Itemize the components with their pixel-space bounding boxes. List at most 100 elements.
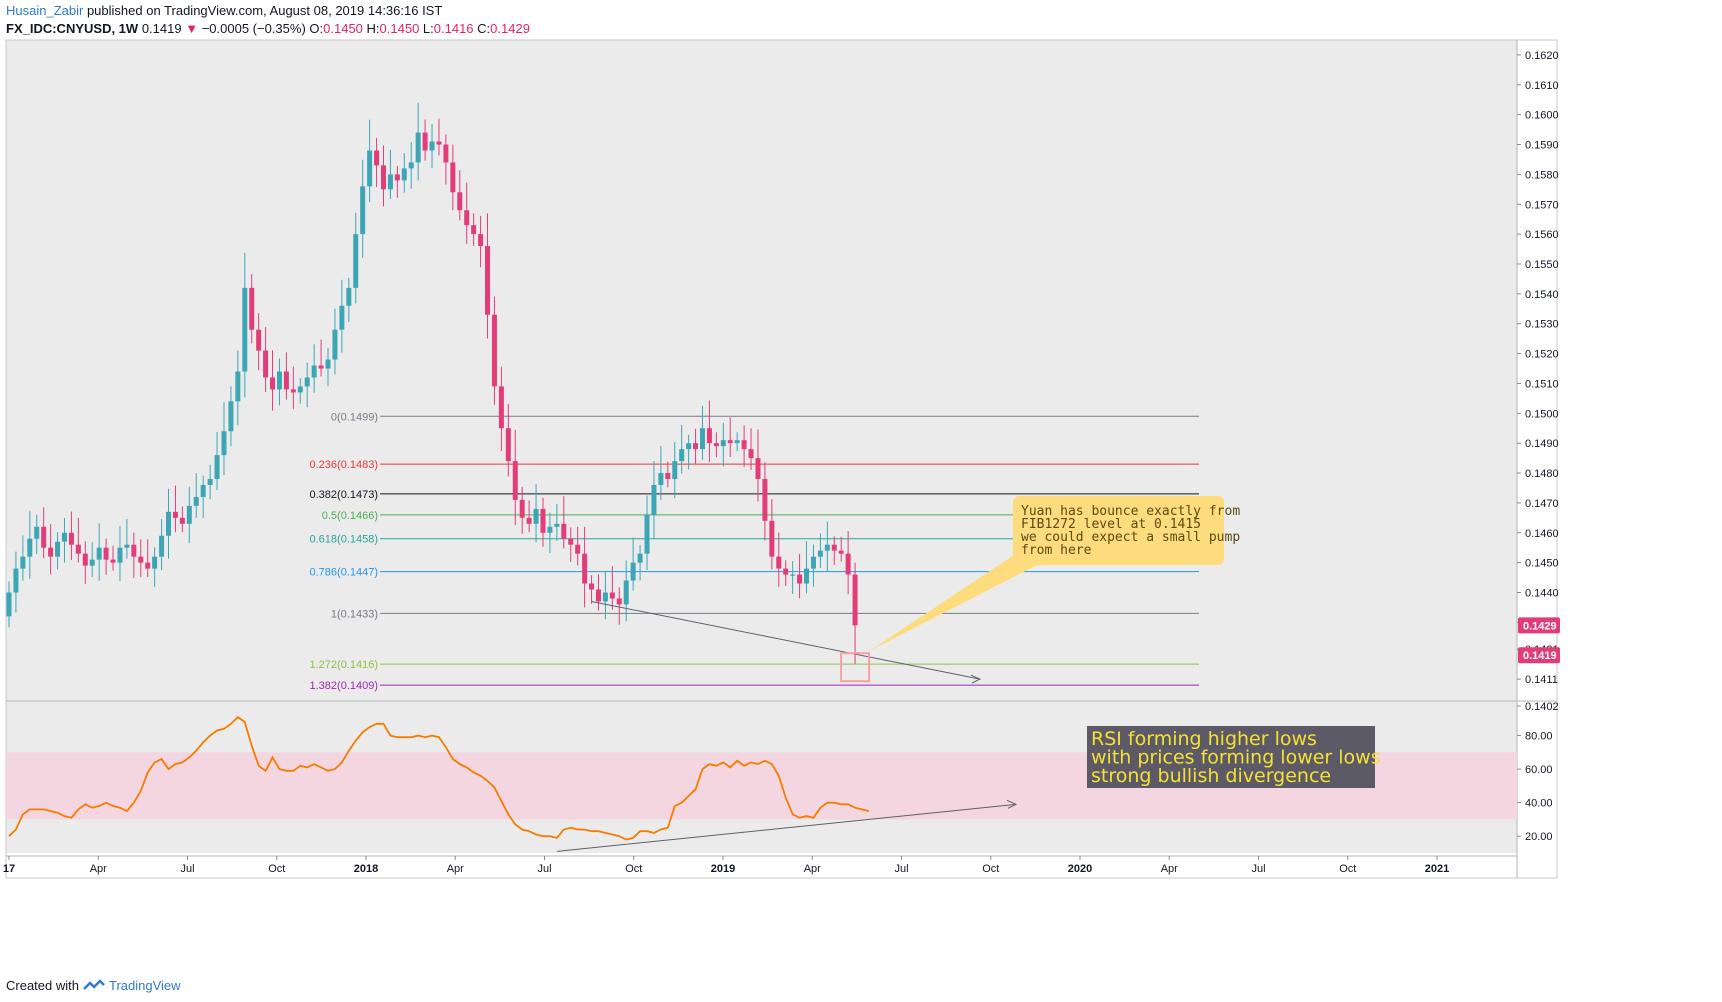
rsi-tick-label: 20.00 (1525, 831, 1553, 843)
candle-body (263, 350, 269, 378)
candle-body (82, 553, 88, 566)
publish-header: Husain_Zabir published on TradingView.co… (6, 3, 442, 18)
candle-body (172, 511, 178, 518)
candle-body (720, 440, 726, 447)
price-label-text: 0.1419 (1523, 650, 1557, 662)
candle-body (256, 329, 262, 351)
candle-body (658, 473, 664, 485)
price-tick-label: 0.1590 (1525, 140, 1559, 152)
candle-body (838, 550, 844, 554)
candle-body (61, 532, 67, 542)
candle-body (693, 443, 699, 450)
callout-pointer (869, 553, 1041, 652)
fib-level-label: 0.786(0.1447) (310, 567, 379, 579)
candle-body (422, 132, 428, 151)
candle-body (75, 544, 81, 554)
candle-body (450, 162, 456, 193)
time-tick-label: Apr (804, 863, 821, 875)
time-tick-label: 2019 (711, 863, 735, 875)
candle-body (304, 377, 310, 387)
candle-body (471, 225, 477, 235)
rsi-arrowhead-icon (1006, 799, 1018, 809)
time-tick-label: Jul (537, 863, 551, 875)
close-label: C: (477, 21, 491, 36)
candle-body (270, 377, 276, 390)
time-tick-label: 17 (3, 863, 15, 875)
trend-arrowhead-icon (970, 674, 982, 684)
candle-body (554, 523, 560, 527)
candle-body (145, 562, 151, 569)
candle-body (283, 371, 289, 390)
time-tick-label: Oct (625, 863, 642, 875)
candle-body (582, 553, 588, 584)
price-label-box (1518, 617, 1560, 634)
time-tick-label: Oct (268, 863, 285, 875)
fib-level-label: 1.272(0.1416) (310, 659, 379, 671)
price-tick-label: 0.1600 (1525, 110, 1559, 122)
open-value: 0.1450 (323, 21, 363, 36)
candle-body (769, 520, 775, 557)
candle-body (374, 150, 380, 166)
time-tick-label: Apr (447, 863, 464, 875)
candle-body (200, 484, 206, 497)
fib-level-label: 0.236(0.1483) (310, 459, 379, 471)
time-tick-label: Jul (1251, 863, 1265, 875)
callout-text: from here (1021, 543, 1092, 558)
candle-body (332, 329, 338, 360)
fib-level-label: 0.5(0.1466) (322, 510, 378, 522)
rsi-tick-label: 60.00 (1525, 764, 1553, 776)
candle-body (519, 499, 525, 518)
price-tick-label: 0.1470 (1525, 498, 1559, 510)
candle-body (297, 386, 303, 393)
candle-body (110, 559, 116, 563)
candle-body (568, 538, 574, 545)
rsi-tick-label: 80.00 (1525, 731, 1553, 743)
candle-body (755, 458, 761, 480)
price-tick-label: 0.1500 (1525, 408, 1559, 420)
time-tick-label: Jul (894, 863, 908, 875)
author-link[interactable]: Husain_Zabir (6, 3, 84, 18)
symbol-name: FX_IDC:CNYUSD, 1W (6, 21, 139, 36)
candle-body (214, 455, 220, 480)
price-change: −0.0005 (−0.35%) (201, 21, 306, 36)
candle-body (415, 132, 421, 163)
candle-body (34, 526, 40, 539)
chart-background (6, 40, 1517, 853)
candle-body (290, 389, 296, 393)
candle-body (824, 544, 830, 551)
price-trend-line (591, 600, 980, 680)
fib-level-label: 0.382(0.1473) (310, 489, 379, 501)
candle-body (152, 556, 158, 569)
candle-body (464, 210, 470, 226)
time-tick-label: 2020 (1068, 863, 1092, 875)
candle-body (478, 234, 484, 247)
candle-body (609, 592, 615, 599)
highlight-box (840, 652, 871, 683)
candle-body (852, 574, 858, 626)
candle-body (443, 144, 449, 163)
callout-text: FIB1272 level at 0.1415 (1021, 517, 1201, 532)
candle-body (526, 517, 532, 524)
footer-brand[interactable]: TradingView (108, 978, 181, 993)
publish-info: published on TradingView.com, August 08,… (86, 3, 443, 18)
price-tick-label: 0.1460 (1525, 528, 1559, 540)
open-label: O: (309, 21, 324, 36)
candle-body (367, 150, 373, 187)
candle-body (575, 544, 581, 554)
candle-body (68, 532, 74, 545)
candle-body (589, 583, 595, 590)
price-tick-label: 0.1490 (1525, 438, 1559, 450)
low-value: 0.1416 (433, 21, 474, 36)
price-tick-label: 0.1610 (1525, 80, 1559, 92)
candle-body (790, 574, 796, 576)
candle-body (831, 544, 837, 551)
price-tick-label: 0.1570 (1525, 199, 1559, 211)
candle-body (637, 553, 643, 563)
price-tick-label: 0.1620 (1525, 50, 1559, 62)
candle-body (741, 440, 747, 450)
candle-body (797, 574, 803, 584)
candle-body (394, 174, 400, 181)
candle-body (159, 535, 165, 557)
candle-body (339, 305, 345, 330)
